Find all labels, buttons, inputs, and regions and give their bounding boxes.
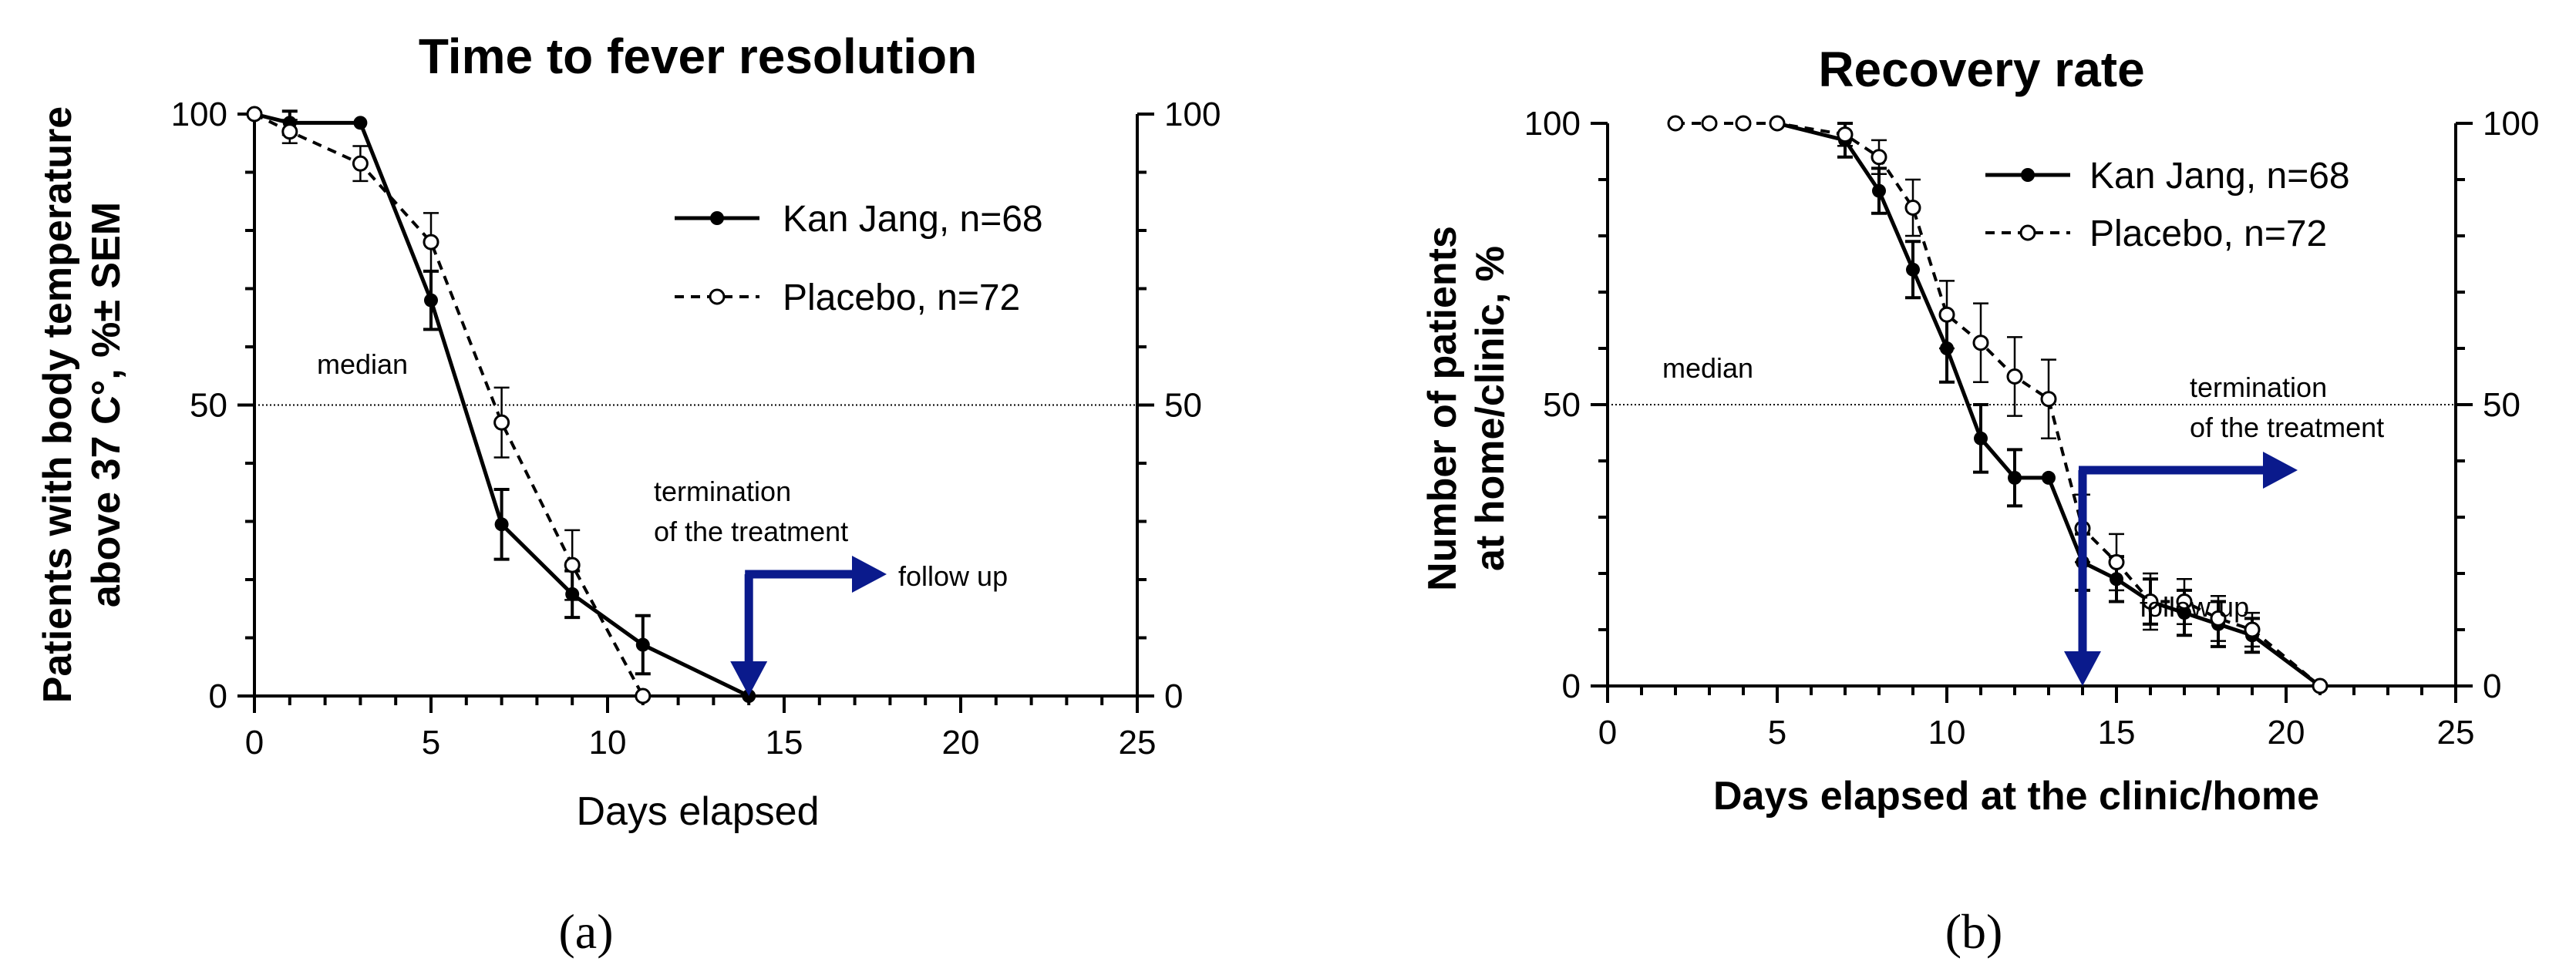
ylabel-b-line2: at home/clinic, % bbox=[1468, 246, 1513, 571]
ylabel-b: Number of patients at home/clinic, % bbox=[1420, 226, 1513, 591]
data-point-b-0 bbox=[2042, 470, 2056, 485]
data-point-a-1 bbox=[281, 123, 298, 140]
legend-label-a-0: Kan Jang, n=68 bbox=[783, 199, 1043, 240]
data-point-b-1 bbox=[2006, 368, 2023, 385]
data-point-b-1 bbox=[1871, 149, 1887, 166]
arrow-right-head-a bbox=[852, 556, 887, 593]
y-tick-label-a: 50 bbox=[190, 387, 227, 425]
x-tick-label-a: 25 bbox=[1119, 724, 1157, 762]
data-point-b-1 bbox=[1735, 115, 1752, 132]
legend-marker-b-0 bbox=[2021, 168, 2035, 182]
arrow-down-head-a bbox=[730, 661, 768, 696]
panel-label-a: (a) bbox=[558, 904, 613, 959]
median-label-a: median bbox=[317, 348, 408, 380]
data-point-b-1 bbox=[1837, 126, 1854, 143]
y-tick-label-a: 100 bbox=[171, 96, 227, 133]
right-tick-label-a: 0 bbox=[1164, 677, 1183, 715]
right-tick-label-a: 50 bbox=[1164, 387, 1202, 425]
termination-label-b: termination bbox=[2190, 372, 2327, 403]
data-point-b-1 bbox=[2142, 593, 2159, 610]
data-point-b-1 bbox=[2040, 391, 2057, 408]
data-point-b-0 bbox=[1974, 431, 1988, 445]
legend-label-b-1: Placebo, n=72 bbox=[2089, 213, 2327, 254]
chart-title-b: Recovery rate bbox=[1818, 42, 2144, 97]
arrow-down-head-b bbox=[2064, 651, 2101, 686]
x-tick-label-a: 0 bbox=[245, 724, 264, 762]
right-tick-label-a: 100 bbox=[1164, 96, 1221, 133]
data-point-b-1 bbox=[1667, 115, 1684, 132]
y-tick-label-b: 50 bbox=[1543, 386, 1581, 424]
y-tick-label-b: 0 bbox=[1562, 667, 1581, 705]
data-point-a-1 bbox=[352, 155, 369, 172]
data-point-a-1 bbox=[635, 688, 652, 704]
data-point-b-0 bbox=[1906, 262, 1920, 277]
x-tick-label-a: 15 bbox=[766, 724, 803, 762]
data-point-b-1 bbox=[1972, 335, 1989, 351]
right-tick-label-b: 100 bbox=[2483, 105, 2539, 143]
x-tick-label-b: 25 bbox=[2437, 714, 2475, 751]
panel-label-b: (b) bbox=[1945, 904, 2003, 959]
termination-label-a: of the treatment bbox=[654, 516, 848, 547]
x-tick-label-b: 0 bbox=[1598, 714, 1617, 751]
legend-marker-a-1 bbox=[709, 288, 726, 305]
data-point-b-1 bbox=[1904, 200, 1921, 216]
data-point-b-0 bbox=[1872, 183, 1886, 198]
series-line-a-0 bbox=[254, 112, 750, 698]
data-point-b-1 bbox=[2176, 593, 2193, 610]
data-point-b-0 bbox=[2008, 470, 2022, 485]
chart-panel-b: Recovery rate Number of patients at home… bbox=[1420, 42, 2539, 959]
right-tick-label-b: 50 bbox=[2483, 386, 2520, 424]
data-point-b-1 bbox=[1769, 115, 1786, 132]
y-tick-label-b: 100 bbox=[1524, 105, 1581, 143]
legend-label-b-0: Kan Jang, n=68 bbox=[2089, 156, 2350, 197]
data-point-a-0 bbox=[424, 293, 438, 308]
data-point-a-0 bbox=[353, 116, 368, 130]
data-point-b-1 bbox=[1701, 115, 1718, 132]
data-point-a-1 bbox=[246, 106, 263, 123]
right-tick-label-b: 0 bbox=[2483, 667, 2501, 705]
legend-label-a-1: Placebo, n=72 bbox=[783, 277, 1020, 318]
data-point-a-1 bbox=[493, 414, 510, 431]
xlabel-b: Days elapsed at the clinic/home bbox=[1713, 774, 2319, 819]
arrow-right-head-b bbox=[2263, 452, 2298, 489]
x-tick-label-b: 15 bbox=[2098, 714, 2136, 751]
chart-panel-a: Time to fever resolution Patients with b… bbox=[35, 29, 1221, 959]
data-point-a-0 bbox=[635, 637, 650, 652]
data-point-a-0 bbox=[494, 517, 509, 532]
termination-label-b: of the treatment bbox=[2190, 412, 2384, 443]
data-point-b-1 bbox=[2244, 621, 2261, 638]
x-tick-label-b: 10 bbox=[1928, 714, 1966, 751]
ylabel-a: Patients with body temperature above 37 … bbox=[35, 106, 129, 703]
ylabel-a-line2: above 37 C°, %± SEM bbox=[84, 202, 129, 607]
legend-marker-b-1 bbox=[2019, 224, 2036, 241]
data-point-a-1 bbox=[564, 556, 581, 573]
x-tick-label-b: 5 bbox=[1768, 714, 1786, 751]
follow-up-label-b: follow up bbox=[2140, 591, 2249, 623]
ylabel-b-line1: Number of patients bbox=[1420, 226, 1465, 591]
ylabel-a-line1: Patients with body temperature bbox=[35, 106, 80, 703]
x-tick-label-a: 10 bbox=[589, 724, 627, 762]
y-tick-label-a: 0 bbox=[209, 677, 227, 715]
x-tick-label-a: 5 bbox=[422, 724, 440, 762]
median-label-b: median bbox=[1662, 352, 1753, 384]
x-tick-label-a: 20 bbox=[942, 724, 980, 762]
legend-marker-a-0 bbox=[710, 211, 724, 225]
data-point-b-1 bbox=[2312, 677, 2329, 694]
data-point-b-1 bbox=[2108, 553, 2125, 570]
xlabel-a: Days elapsed bbox=[576, 789, 819, 834]
data-point-b-1 bbox=[1938, 306, 1955, 323]
x-tick-label-b: 20 bbox=[2268, 714, 2305, 751]
chart-title-a: Time to fever resolution bbox=[419, 29, 977, 84]
termination-label-a: termination bbox=[654, 476, 791, 507]
data-point-b-1 bbox=[2210, 610, 2227, 627]
data-point-a-1 bbox=[423, 234, 439, 250]
follow-up-label-a: follow up bbox=[898, 560, 1008, 592]
